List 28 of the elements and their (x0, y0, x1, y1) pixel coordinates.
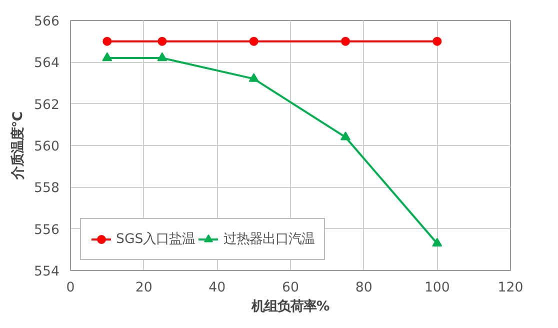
x-tick-label: 40 (208, 280, 226, 296)
point (248, 73, 259, 82)
y-tick-label: 564 (34, 56, 60, 72)
point (157, 52, 168, 62)
point (102, 36, 112, 46)
point (158, 36, 167, 46)
x-axis-title: 机组负荷率% (250, 298, 330, 314)
point (102, 52, 112, 62)
y-tick-label: 558 (34, 181, 60, 196)
point (432, 238, 442, 247)
point (340, 131, 350, 140)
x-tick-label: 0 (66, 280, 75, 296)
y-tick-label: 556 (34, 222, 60, 238)
point (341, 36, 350, 46)
y-tick-label: 554 (34, 264, 60, 280)
point (432, 36, 442, 46)
x-tick-label: 100 (424, 280, 450, 296)
y-tick-label: 560 (34, 140, 60, 154)
x-tick-label: 20 (135, 280, 152, 296)
point (249, 36, 258, 46)
x-tick-label: 120 (498, 280, 524, 296)
x-tick-label: 80 (355, 280, 372, 296)
y-tick-label: 562 (34, 98, 60, 113)
legend-label: SGS入口盐温 (116, 230, 196, 248)
x-tick-label: 60 (282, 280, 299, 296)
legend-label: 过热器出口汽温 (223, 230, 314, 248)
y-tick-label: 566 (34, 14, 60, 30)
y-axis-title: 介质温度℃ (10, 111, 26, 181)
